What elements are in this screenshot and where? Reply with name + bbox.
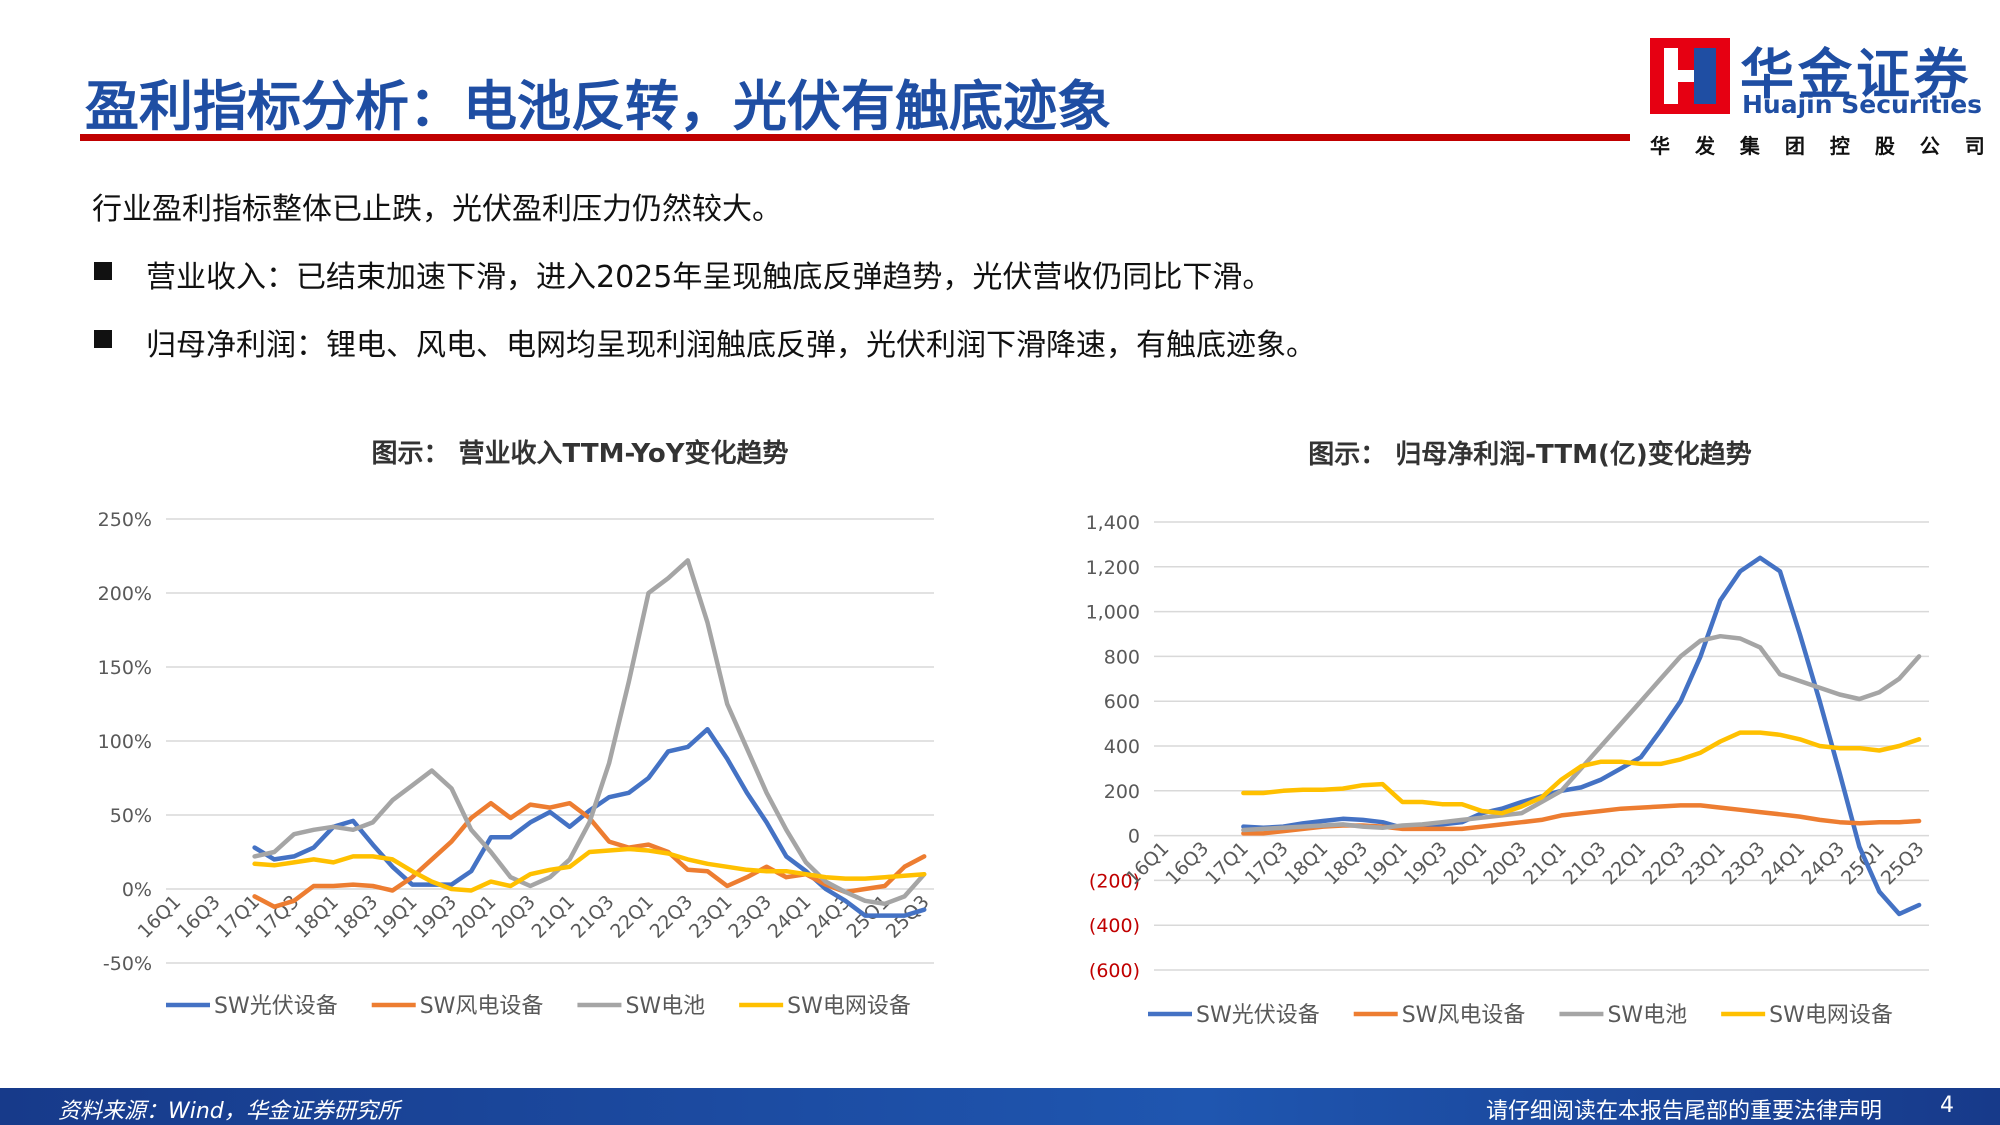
footer-source: 资料来源：Wind，华金证券研究所 [58,1099,400,1124]
y-tick-label: 150% [98,657,152,679]
y-tick-label: (200) [1089,870,1140,892]
x-tick-label: 18Q1 [1281,838,1333,890]
x-tick-label: 17Q3 [1241,838,1293,890]
x-tick-label: 23Q1 [1678,838,1730,890]
logo-name: 华金证券 [1740,43,1972,106]
intro-text: 行业盈利指标整体已止跌，光伏盈利压力仍然较大。 [92,192,782,227]
x-tick-label: 25Q3 [1877,838,1929,890]
y-tick-label: -50% [103,953,152,975]
x-tick-label: 22Q1 [606,891,658,943]
logo-blue [1694,48,1716,104]
chart-title: 图示： 营业收入TTM-YoY变化趋势 [371,438,788,469]
legend-label: SW光伏设备 [214,994,338,1019]
legend-label: SW电池 [625,994,705,1019]
series-line [1241,633,1922,833]
y-tick-label: 1,400 [1086,512,1140,534]
x-tick-label: 18Q3 [1320,838,1372,890]
y-tick-label: 250% [98,509,152,531]
legend-label: SW风电设备 [420,994,544,1019]
x-tick-label: 16Q3 [173,891,225,943]
x-tick-label: 23Q1 [685,891,737,943]
title-rule [80,134,1630,141]
footer-disclaimer: 请仔细阅读在本报告尾部的重要法律声明 [1486,1099,1883,1124]
y-tick-label: 800 [1104,646,1140,668]
y-tick-label: (400) [1089,915,1140,937]
x-tick-label: 25Q1 [1837,838,1889,890]
logo-english: Huajin Securities [1742,90,1983,119]
x-tick-label: 24Q3 [803,891,855,943]
x-tick-label: 22Q1 [1599,838,1651,890]
x-tick-label: 21Q3 [1559,838,1611,890]
x-tick-label: 19Q1 [370,891,422,943]
x-tick-label: 23Q3 [724,891,776,943]
y-tick-label: (600) [1089,960,1140,982]
x-tick-label: 21Q1 [527,891,579,943]
series-line [252,846,927,893]
x-tick-label: 18Q3 [331,891,383,943]
y-tick-label: 400 [1104,736,1140,758]
x-tick-label: 19Q3 [1400,838,1452,890]
slide-title: 盈利指标分析：电池反转，光伏有触底迹象 [85,75,1111,138]
legend-label: SW电网设备 [787,994,911,1019]
series-line [1241,730,1922,816]
bullet-text: 归母净利润：锂电、风电、电网均呈现利润触底反弹，光伏利润下滑降速，有触底迹象。 [146,328,1316,363]
legend-label: SW光伏设备 [1196,1003,1320,1028]
y-tick-label: 50% [110,805,152,827]
series-line [1241,555,1922,917]
y-tick-label: 1,200 [1086,557,1140,579]
x-tick-label: 20Q3 [1479,838,1531,890]
bullet-text: 营业收入：已结束加速下滑，进入2025年呈现触底反弹趋势，光伏营收仍同比下滑。 [146,260,1273,295]
x-tick-label: 24Q1 [764,891,816,943]
y-tick-label: 200% [98,583,152,605]
footer-bar: 资料来源：Wind，华金证券研究所 请仔细阅读在本报告尾部的重要法律声明 4 [0,1088,2000,1125]
bullet-square [94,262,112,280]
legend-label: SW电池 [1607,1003,1687,1028]
legend-label: SW电网设备 [1769,1003,1893,1028]
page-number: 4 [1940,1093,1954,1118]
series-line [252,558,927,907]
x-tick-label: 20Q1 [1440,838,1492,890]
x-tick-label: 24Q1 [1758,838,1810,890]
x-tick-label: 20Q1 [449,891,501,943]
legend-label: SW风电设备 [1402,1003,1526,1028]
x-tick-label: 19Q3 [409,891,461,943]
charts: 图示： 营业收入TTM-YoY变化趋势 -50% 0% 50% 100% 150% 200%… [98,438,1929,1028]
x-tick-label: 22Q3 [1638,838,1690,890]
y-tick-label: 1,000 [1086,602,1140,624]
x-tick-label: 21Q1 [1519,838,1571,890]
y-tick-label: 600 [1104,691,1140,713]
x-tick-label: 19Q1 [1360,838,1412,890]
y-tick-label: 100% [98,731,152,753]
x-tick-label: 20Q3 [488,891,540,943]
x-tick-label: 17Q1 [1201,838,1253,890]
x-tick-label: 22Q3 [646,891,698,943]
x-tick-label: 24Q3 [1797,838,1849,890]
x-tick-label: 23Q3 [1718,838,1770,890]
chart-title: 图示： 归母净利润-TTM(亿)变化趋势 [1308,439,1752,470]
logo-subtitle: 华 发 集 团 控 股 公 司 [1650,134,1994,158]
y-tick-label: 200 [1104,781,1140,803]
y-tick-label: 0 [1128,826,1140,848]
bullet-square [94,330,112,348]
logo-mark [1650,38,1730,114]
x-tick-label: 16Q3 [1161,838,1213,890]
x-tick-label: 21Q3 [567,891,619,943]
y-tick-label: 0% [122,879,152,901]
